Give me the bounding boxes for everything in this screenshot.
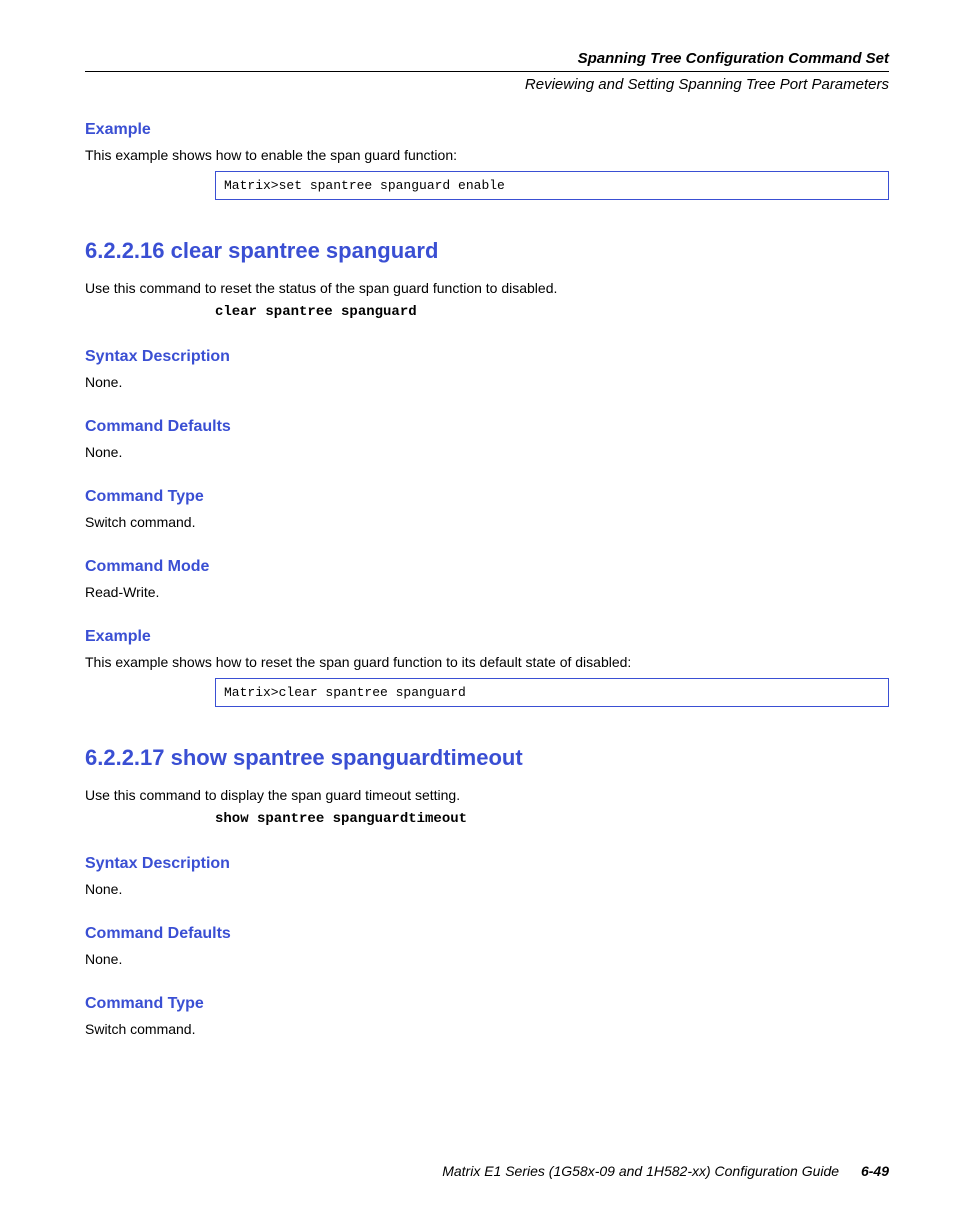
page-footer: Matrix E1 Series (1G58x-09 and 1H582-xx)… — [85, 1163, 889, 1179]
type-text-2: Switch command. — [85, 1021, 889, 1037]
defaults-text-2: None. — [85, 951, 889, 967]
defaults-text-1: None. — [85, 444, 889, 460]
syntax-text-1: None. — [85, 374, 889, 390]
example-intro-1: This example shows how to enable the spa… — [85, 147, 889, 163]
section-desc-1: Use this command to reset the status of … — [85, 280, 889, 296]
defaults-heading-2: Command Defaults — [85, 925, 889, 943]
type-text-1: Switch command. — [85, 514, 889, 530]
section-title-1: 6.2.2.16 clear spantree spanguard — [85, 238, 889, 264]
syntax-heading-1: Syntax Description — [85, 348, 889, 366]
chapter-title: Spanning Tree Configuration Command Set — [85, 50, 889, 67]
syntax-cmd-2: show spantree spanguardtimeout — [215, 811, 889, 827]
syntax-heading-2: Syntax Description — [85, 855, 889, 873]
running-header: Spanning Tree Configuration Command Set — [85, 50, 889, 67]
type-heading-1: Command Type — [85, 488, 889, 506]
footer-page-number: 6-49 — [861, 1163, 889, 1179]
example-intro-2: This example shows how to reset the span… — [85, 654, 889, 670]
section-subtitle: Reviewing and Setting Spanning Tree Port… — [85, 76, 889, 93]
syntax-text-2: None. — [85, 881, 889, 897]
type-heading-2: Command Type — [85, 995, 889, 1013]
footer-book-title: Matrix E1 Series (1G58x-09 and 1H582-xx)… — [442, 1163, 839, 1179]
running-subheader: Reviewing and Setting Spanning Tree Port… — [85, 76, 889, 93]
code-box-2: Matrix>clear spantree spanguard — [215, 678, 889, 707]
section-desc-2: Use this command to display the span gua… — [85, 787, 889, 803]
example-heading-1: Example — [85, 121, 889, 139]
header-rule — [85, 71, 889, 72]
page-container: Spanning Tree Configuration Command Set … — [0, 0, 954, 1227]
mode-heading-1: Command Mode — [85, 558, 889, 576]
syntax-cmd-1: clear spantree spanguard — [215, 304, 889, 320]
section-title-2: 6.2.2.17 show spantree spanguardtimeout — [85, 745, 889, 771]
example-heading-2: Example — [85, 628, 889, 646]
mode-text-1: Read-Write. — [85, 584, 889, 600]
defaults-heading-1: Command Defaults — [85, 418, 889, 436]
code-box-1: Matrix>set spantree spanguard enable — [215, 171, 889, 200]
